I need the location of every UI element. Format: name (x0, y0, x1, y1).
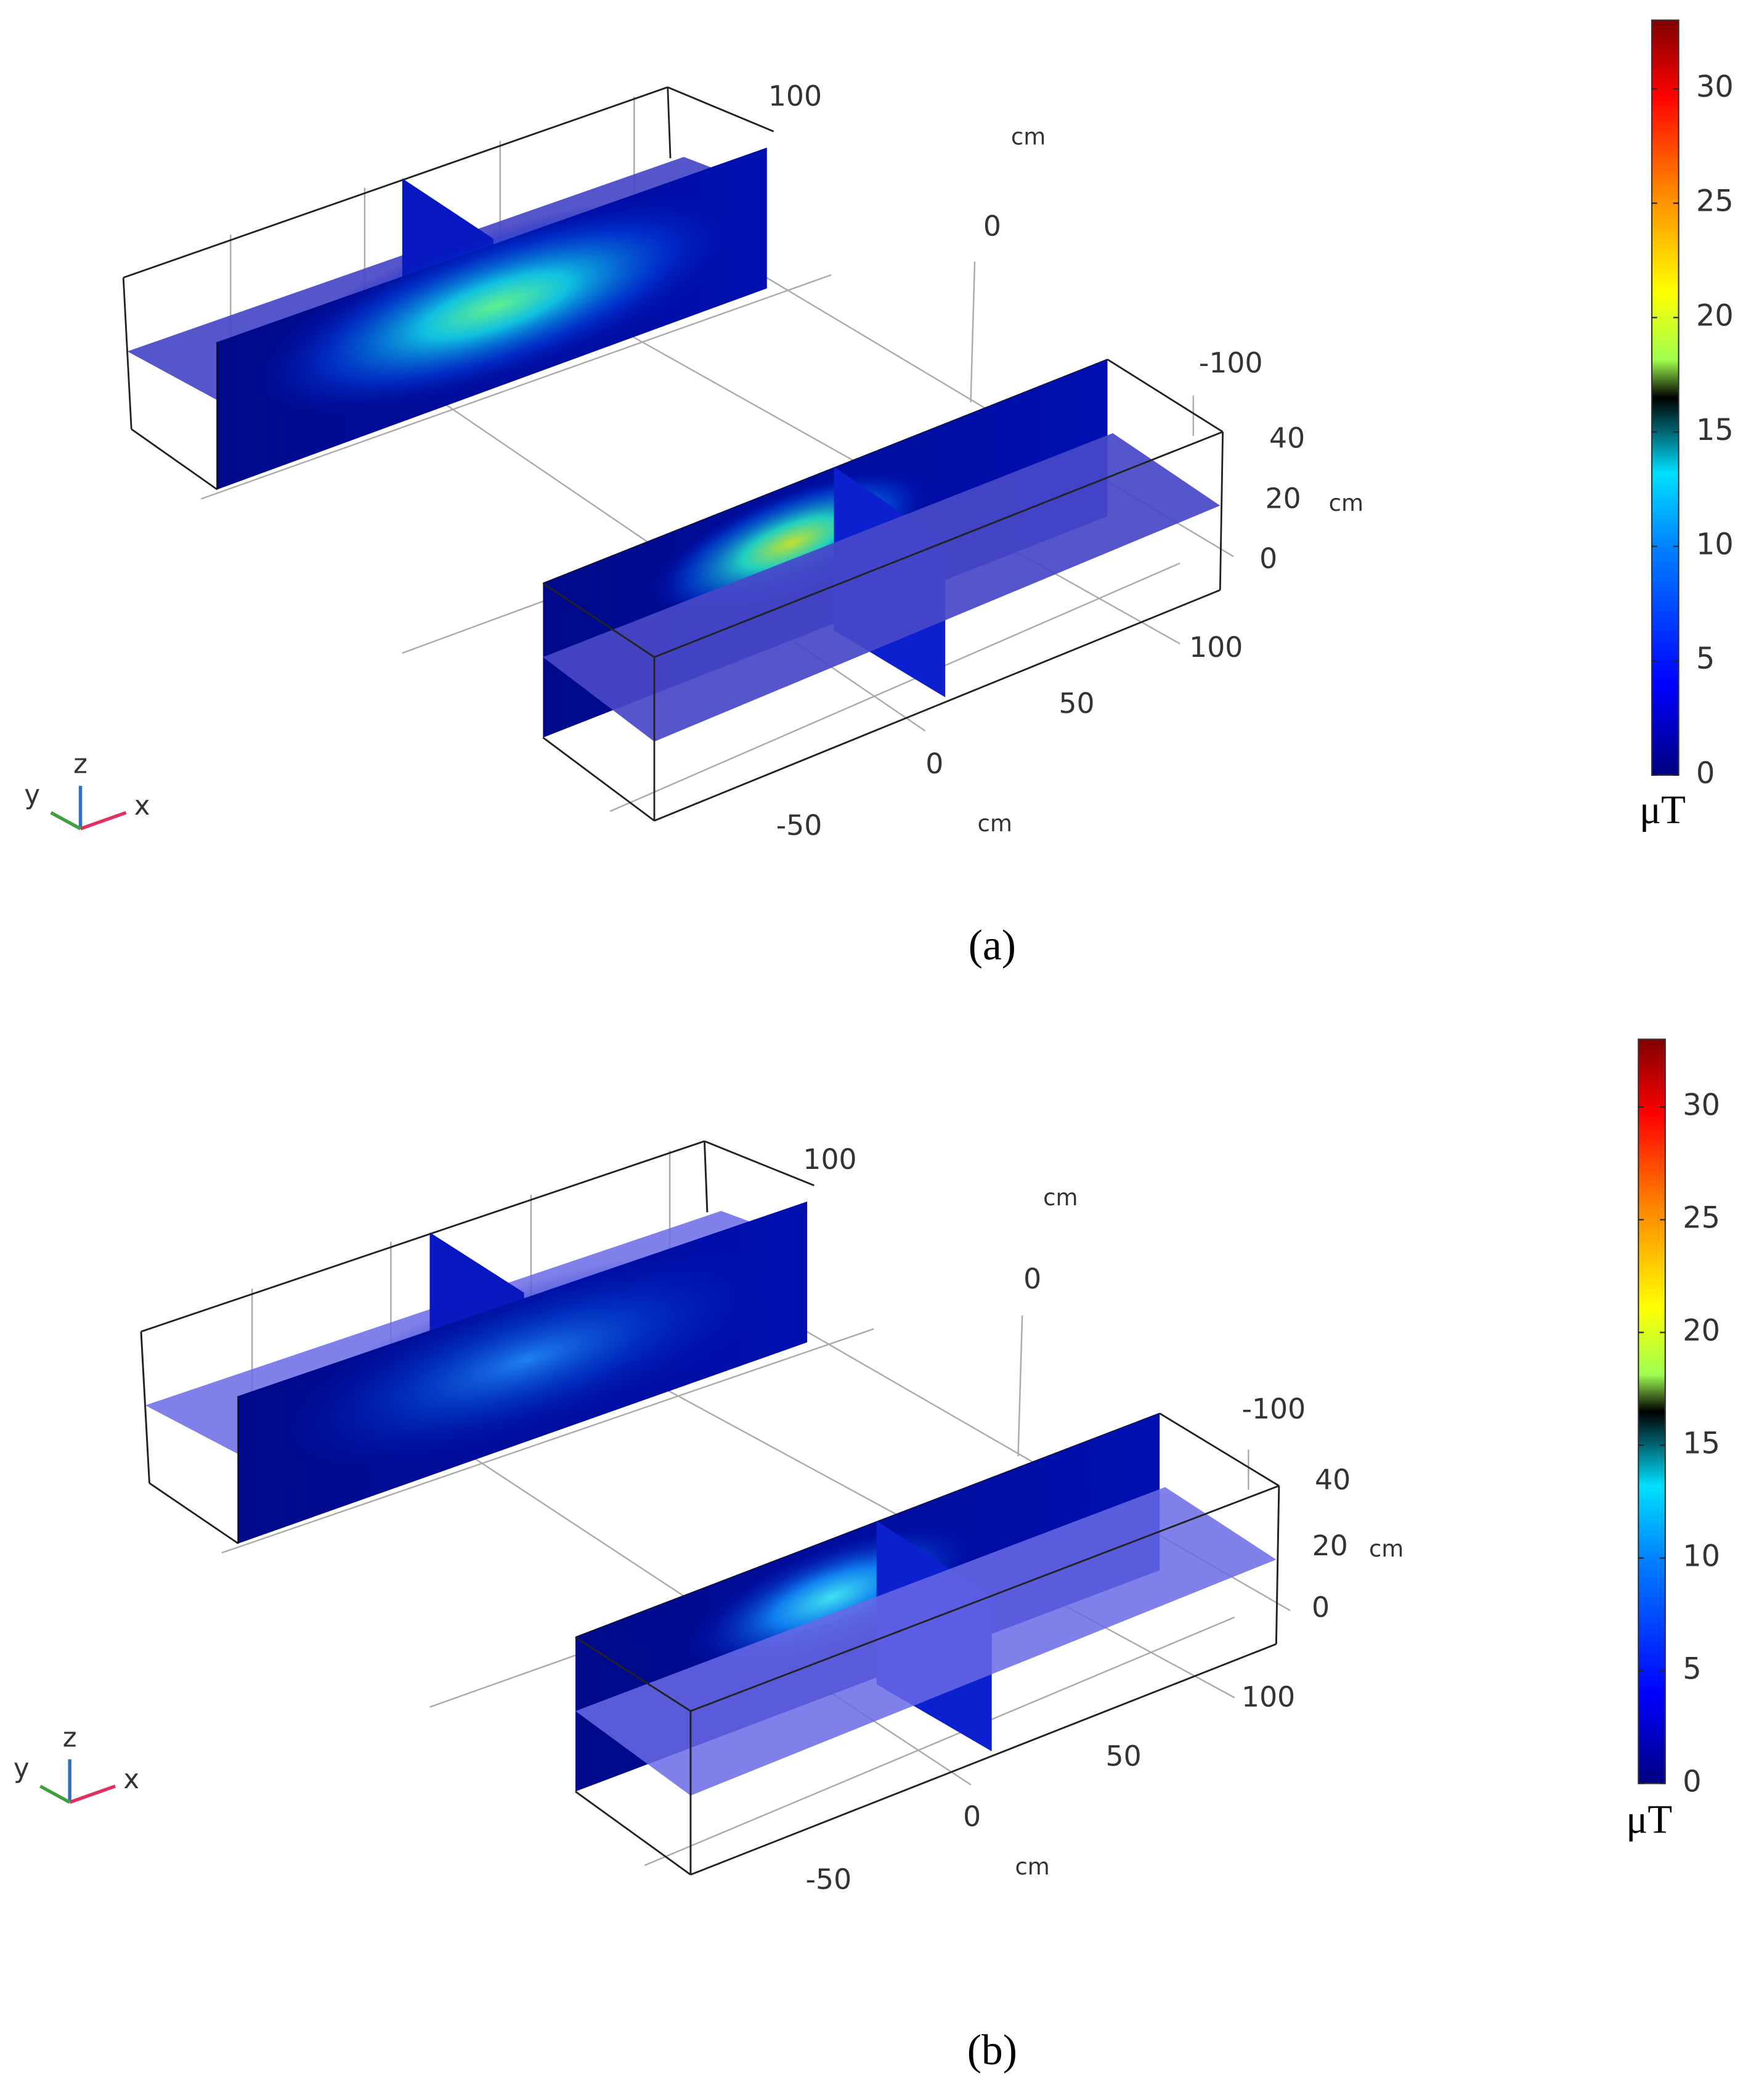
box-edge (123, 86, 668, 279)
box-edge (140, 1331, 150, 1483)
colorbar-tick-label: 0 (1696, 757, 1715, 791)
triad-axis (39, 1785, 71, 1804)
colorbar-tick-label: 30 (1683, 1088, 1720, 1122)
box-edge (148, 1482, 239, 1544)
axis-tick-label: -100 (1241, 1393, 1306, 1425)
axis-tick-label: 50 (1058, 687, 1094, 720)
panel: 100 0 -100 cm 0 20 40 cm -50 0 50 100 cm z x y 0 5 10 15 20 2… (14, 1038, 1720, 2074)
field-hotspot (276, 1251, 778, 1468)
colorbar (1651, 19, 1680, 776)
axis-tick-label: 20 (1312, 1529, 1348, 1562)
box-edge (690, 1643, 1277, 1876)
axis-tick-label: cm (1369, 1536, 1404, 1562)
box-edge (575, 1791, 691, 1876)
axis-tick-label: 0 (963, 1800, 981, 1833)
grid-line (644, 1616, 1235, 1866)
axis-tick-label: 100 (1241, 1681, 1295, 1714)
colorbar-unit: μT (1626, 1798, 1672, 1842)
colorbar-tick-label: 30 (1696, 70, 1734, 104)
axis-tick-label: -50 (806, 1863, 852, 1896)
axis-tick-label: 0 (1023, 1263, 1041, 1295)
axis-tick-label: 20 (1266, 482, 1301, 515)
box-edge (690, 1484, 1280, 1712)
triad-label: x (123, 1764, 139, 1795)
triad-axis (79, 811, 127, 831)
triad-label: x (134, 791, 150, 821)
colorbar-tick-label: 20 (1683, 1314, 1720, 1348)
box-edge (1275, 1486, 1280, 1645)
box-edge (654, 431, 1224, 658)
box-edge (704, 1140, 815, 1187)
colorbar-tick-label: 5 (1696, 642, 1715, 676)
axis-tick-label: 100 (768, 79, 822, 112)
colorbar-tick-label: 15 (1696, 413, 1734, 447)
box-edge (1107, 359, 1224, 433)
slice-plane (543, 433, 1221, 742)
box-edge (542, 736, 655, 822)
triad-label: z (63, 1723, 77, 1754)
box-edge (131, 428, 218, 490)
axis-tick-label: 50 (1106, 1740, 1142, 1773)
colorbar (1638, 1038, 1666, 1785)
box-edge (1159, 1412, 1280, 1487)
triad-axis (69, 1785, 116, 1804)
grid-line (609, 562, 1180, 812)
axis-tick-label: 0 (925, 747, 943, 780)
axis-tick-label: 40 (1269, 421, 1305, 454)
panel-label: (a) (969, 922, 1016, 969)
grid-line (201, 274, 832, 500)
axis-tick-label: 0 (1259, 542, 1277, 575)
panel-label: (b) (967, 2027, 1017, 2074)
axis-tick-label: 0 (1312, 1591, 1330, 1624)
axis-tick-label: 0 (983, 210, 1001, 243)
colorbar-tick-label: 10 (1683, 1539, 1720, 1573)
scene (122, 86, 1234, 822)
axis-tick-label: 100 (803, 1143, 856, 1176)
box-edge (667, 86, 774, 132)
colorbar-tick-label: 25 (1696, 185, 1734, 219)
triad-axis (50, 811, 81, 831)
colorbar-tick-label: 0 (1683, 1765, 1701, 1799)
axis-tick-label: cm (1015, 1854, 1049, 1880)
axis-tick-label: 40 (1315, 1463, 1351, 1496)
axis-tick-label: -100 (1199, 346, 1263, 379)
colorbar-tick-label: 5 (1683, 1652, 1701, 1686)
box-edge (575, 1636, 691, 1712)
slice-plane (575, 1487, 1277, 1796)
axis-tick-label: 100 (1189, 631, 1243, 664)
grid-line (970, 261, 976, 402)
axis-tick-label: -50 (776, 809, 823, 842)
scene (140, 1140, 1291, 1876)
triad-label: y (24, 780, 40, 811)
box-edge (667, 87, 672, 158)
triad-label: z (73, 749, 87, 780)
box-edge (542, 582, 655, 658)
colorbar-tick-label: 20 (1696, 299, 1734, 333)
triad-label: y (14, 1754, 30, 1785)
colorbar-tick-label: 10 (1696, 528, 1734, 562)
colorbar-tick-label: 25 (1683, 1201, 1720, 1235)
grid-line (221, 1328, 874, 1554)
axis-tick-label: cm (1043, 1184, 1078, 1211)
colorbar-unit: μT (1639, 788, 1686, 832)
box-edge (1219, 431, 1224, 590)
box-edge (122, 277, 132, 429)
box-edge (140, 1140, 705, 1333)
box-edge (654, 589, 1221, 822)
box-edge (703, 1141, 709, 1213)
field-hotspot (254, 197, 739, 415)
axis-tick-label: cm (1011, 124, 1046, 150)
colorbar-tick-label: 15 (1683, 1426, 1720, 1460)
panel: 100 0 -100 cm 0 20 40 cm -50 0 50 100 cm z x y 0 5 10 15 20 2… (24, 19, 1734, 969)
axis-tick-label: cm (978, 810, 1012, 837)
axis-tick-label: cm (1329, 490, 1363, 516)
grid-line (1017, 1315, 1023, 1457)
